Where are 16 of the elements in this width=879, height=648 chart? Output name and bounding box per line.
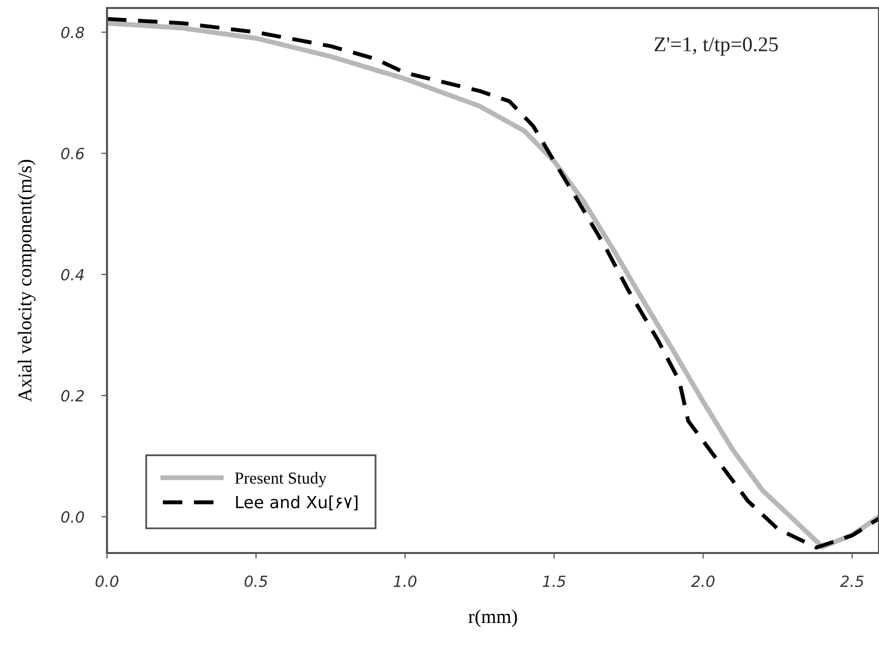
y-tick-label: 0.0 — [61, 511, 84, 523]
x-tick-label: 1.5 — [542, 576, 566, 588]
y-tick-label: 0.4 — [61, 268, 84, 280]
x-axis-title: r(mm) — [468, 609, 517, 628]
legend-label: Lee and Xu[۶۷] — [236, 496, 358, 510]
y-tick-label: 0.8 — [61, 26, 84, 38]
legend-label: Present Study — [235, 472, 327, 488]
y-axis-title: Axial velocity component(m/s) — [18, 160, 36, 402]
y-tick-label: 0.6 — [61, 148, 84, 160]
y-tick-label: 0.2 — [61, 390, 84, 402]
x-tick-label: 2.5 — [840, 575, 864, 588]
annotation: Z'=1, t/tp=0.25 — [654, 37, 778, 56]
x-tick-label: 1.0 — [394, 575, 416, 588]
x-tick-label: 0.0 — [96, 575, 118, 588]
x-tick-label: 2.0 — [691, 575, 715, 588]
x-tick-label: 0.5 — [244, 575, 268, 588]
